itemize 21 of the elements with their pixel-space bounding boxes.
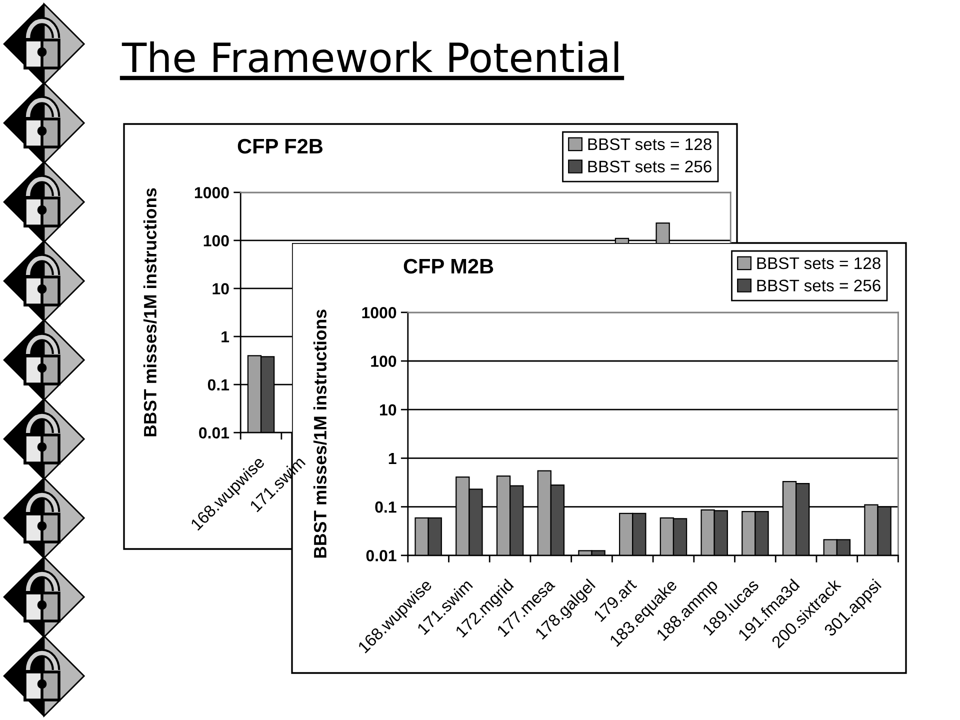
legend-label: BBST sets = 128 bbox=[757, 257, 880, 270]
y-tick-label: 0.01 bbox=[366, 550, 396, 562]
legend-label: BBST sets = 256 bbox=[588, 160, 712, 172]
y-tick-label: 0.1 bbox=[375, 501, 396, 513]
y-tick-label: 0.1 bbox=[208, 379, 230, 391]
legend-label: BBST sets = 256 bbox=[757, 280, 880, 292]
y-tick-label: 1 bbox=[388, 453, 396, 464]
y-axis-title: BBST misses/1M instructions bbox=[143, 188, 157, 436]
chart-title: CFP M2B bbox=[404, 258, 494, 274]
y-tick-label: 1000 bbox=[194, 187, 229, 198]
y-tick-label: 1 bbox=[222, 331, 230, 342]
y-tick-label: 10 bbox=[380, 404, 396, 416]
y-tick-label: 100 bbox=[371, 356, 396, 367]
y-tick-label: 100 bbox=[204, 235, 229, 246]
legend-label: BBST sets = 128 bbox=[588, 138, 712, 150]
text: The Framework Potential bbox=[122, 41, 618, 73]
y-tick-label: 1000 bbox=[362, 307, 396, 318]
y-axis-title: BBST misses/1M instructions bbox=[313, 310, 327, 558]
y-tick-label: 10 bbox=[212, 283, 229, 294]
chart-title: CFP F2B bbox=[238, 138, 322, 154]
y-tick-label: 0.01 bbox=[199, 427, 230, 439]
